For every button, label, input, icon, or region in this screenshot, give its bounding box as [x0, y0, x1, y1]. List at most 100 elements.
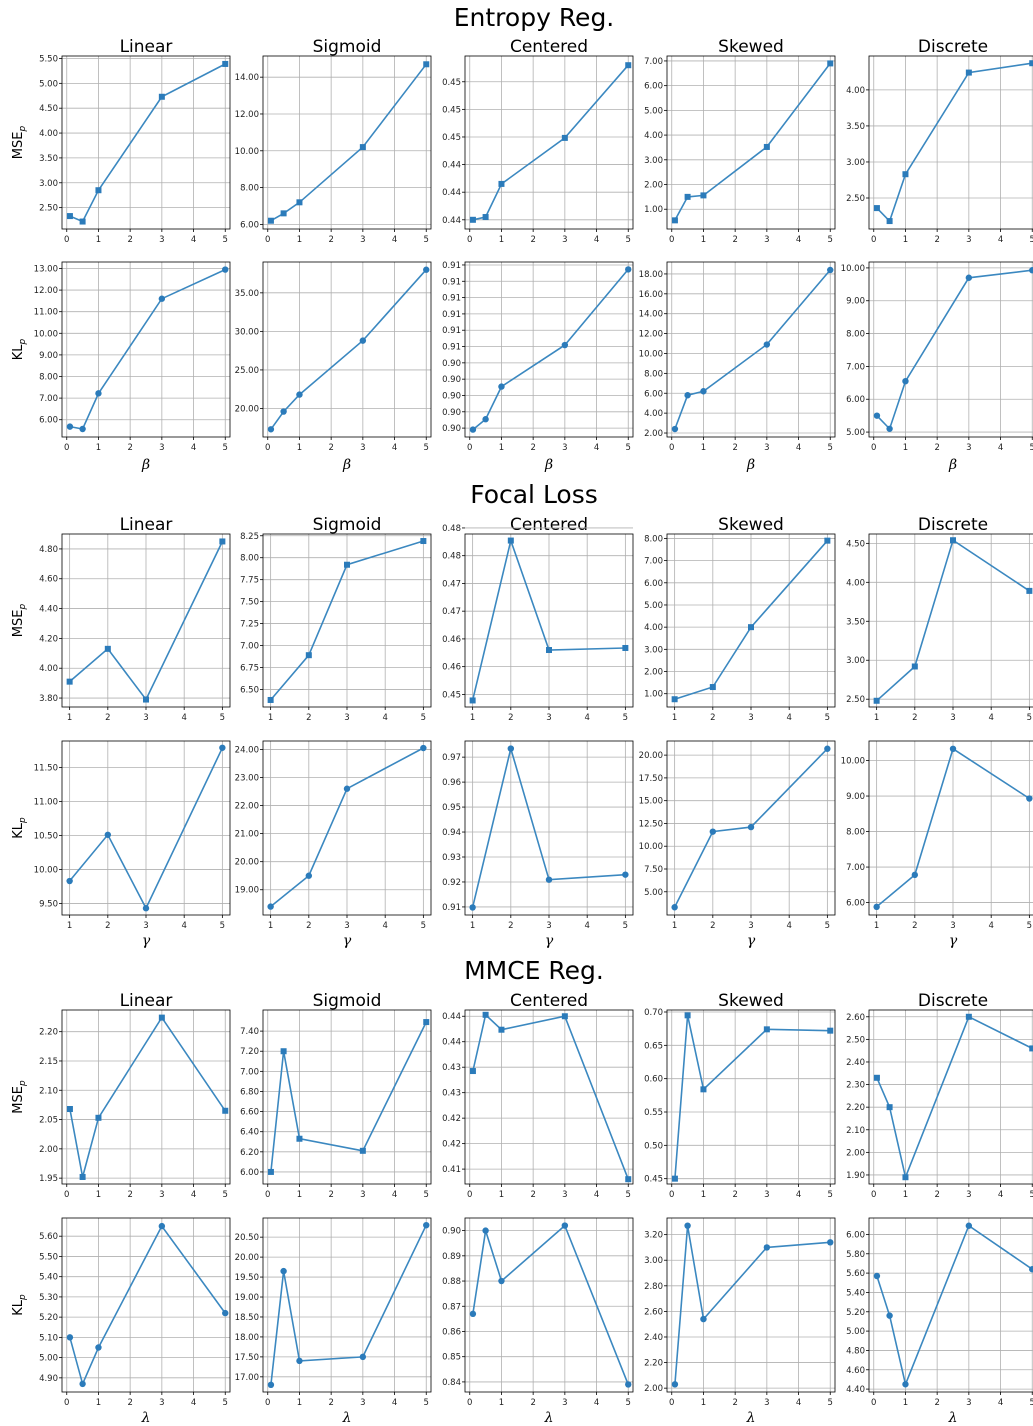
panel-discrete: 1 2 3 4 5 2.50 3.00 3.50 4.00 4.50 — [846, 533, 1033, 723]
y-tick-label: 5.40 — [39, 1273, 58, 1283]
y-tick-label: 2.00 — [644, 668, 663, 678]
panel-linear: 0 1 2 3 4 5 2.50 3.00 3.50 4.00 4.50 5.00 5.50 — [39, 54, 231, 245]
data-point — [886, 425, 893, 432]
x-tick-label: 2 — [105, 921, 110, 931]
plot-frame — [61, 55, 231, 230]
x-tick-label: 4 — [998, 443, 1003, 453]
x-tick-label: 4 — [584, 713, 589, 723]
x-tick-label: 1 — [67, 921, 72, 931]
row-ylabel-subscript: p — [18, 1294, 28, 1301]
data-point — [420, 538, 427, 545]
x-tick-label: 3 — [950, 921, 955, 931]
data-point — [222, 60, 229, 67]
plot-frame — [868, 533, 1033, 708]
data-point — [709, 684, 716, 691]
data-point — [827, 1239, 834, 1246]
plot-frame — [61, 1217, 231, 1393]
x-tick-label: 0 — [467, 1398, 472, 1408]
y-tick-label: 12.00 — [34, 286, 58, 296]
y-tick-label: 6.00 — [644, 389, 663, 399]
y-tick-label: 0.86 — [442, 1327, 461, 1337]
y-tick-label: 2.00 — [644, 1384, 663, 1394]
x-tick-label: 4 — [796, 1190, 801, 1200]
y-tick-label: 10.00 — [235, 147, 259, 157]
y-tick-label: 4.00 — [644, 131, 663, 141]
y-tick-label: 4.80 — [39, 545, 58, 555]
data-point — [1026, 795, 1033, 802]
data-point — [684, 193, 691, 200]
y-tick-label: 0.91 — [442, 294, 461, 304]
data-point — [359, 144, 366, 151]
data-point — [104, 645, 111, 652]
x-tick-label: 3 — [966, 1190, 971, 1200]
x-axis-label: β — [141, 457, 150, 473]
y-tick-label: 0.42 — [442, 1114, 461, 1124]
series-line — [471, 537, 626, 701]
y-tick-label: 0.87 — [442, 1302, 461, 1312]
y-tick-label: 5.00 — [644, 601, 663, 611]
y-tick-label: 0.43 — [442, 1063, 461, 1073]
x-tick-label: 3 — [966, 235, 971, 245]
x-tick-label: 1 — [499, 443, 504, 453]
data-point — [1026, 587, 1033, 594]
y-tick-label: 0.65 — [644, 1041, 663, 1051]
y-tick-label: 0.44 — [442, 216, 461, 226]
series-line — [674, 62, 831, 221]
y-tick-label: 12.00 — [639, 330, 663, 340]
y-tick-label: 3.00 — [39, 179, 58, 189]
panel-discrete: 0 1 2 3 4 5 4.40 4.60 4.80 5.00 5.20 5.40 5.60 5.80 6.… — [846, 1217, 1033, 1426]
y-tick-label: 0.90 — [442, 1227, 461, 1237]
x-tick-label: 2 — [508, 713, 513, 723]
column-title: Sigmoid — [313, 991, 382, 1011]
data-point — [158, 1014, 165, 1021]
x-tick-label: 2 — [508, 921, 513, 931]
series-line — [674, 1015, 831, 1179]
y-tick-label: 18.00 — [639, 270, 663, 280]
x-tick-label: 3 — [748, 921, 753, 931]
x-tick-label: 5 — [825, 713, 830, 723]
y-tick-label: 0.48 — [442, 552, 461, 562]
x-tick-label: 0 — [871, 235, 876, 245]
x-tick-label: 3 — [562, 1398, 567, 1408]
y-tick-label: 13.00 — [34, 264, 58, 274]
x-tick-label: 4 — [786, 921, 791, 931]
data-point — [827, 266, 834, 274]
y-tick-label: 0.44 — [442, 1012, 461, 1022]
x-tick-label: 1 — [297, 1398, 302, 1408]
y-tick-label: 0.91 — [442, 326, 461, 336]
x-tick-label: 1 — [903, 235, 908, 245]
x-tick-label: 5 — [626, 235, 631, 245]
y-tick-label: 11.00 — [34, 797, 58, 807]
y-tick-label: 0.48 — [442, 524, 461, 534]
x-tick-label: 3 — [562, 235, 567, 245]
x-axis-label: γ — [949, 933, 958, 949]
x-tick-label: 2 — [306, 921, 311, 931]
series-line — [68, 747, 224, 910]
data-point — [359, 1147, 366, 1154]
y-tick-label: 5.80 — [846, 1250, 865, 1260]
x-tick-label: 3 — [159, 235, 164, 245]
y-tick-label: 4.60 — [846, 1366, 865, 1376]
data-point — [359, 1353, 367, 1361]
row-ylabel: KLp — [11, 338, 28, 360]
y-tick-label: 6.50 — [240, 685, 259, 695]
plot-frame — [61, 261, 231, 438]
y-tick-label: 20.00 — [235, 404, 259, 414]
x-tick-label: 4 — [594, 1398, 599, 1408]
y-tick-label: 0.42 — [442, 1140, 461, 1150]
x-axis-label: λ — [544, 1410, 554, 1426]
data-point — [66, 423, 74, 430]
plot-frame — [464, 55, 634, 230]
data-point — [561, 1013, 568, 1020]
y-tick-label: 7.25 — [240, 620, 259, 630]
y-tick-label: 3.80 — [39, 694, 58, 704]
data-point — [280, 210, 287, 217]
data-point — [95, 187, 102, 194]
y-tick-label: 20.50 — [235, 1233, 259, 1243]
data-point — [873, 697, 880, 704]
x-tick-label: 4 — [392, 235, 397, 245]
data-point — [222, 266, 229, 273]
column-title: Skewed — [718, 515, 784, 535]
y-tick-label: 12.50 — [639, 819, 663, 829]
